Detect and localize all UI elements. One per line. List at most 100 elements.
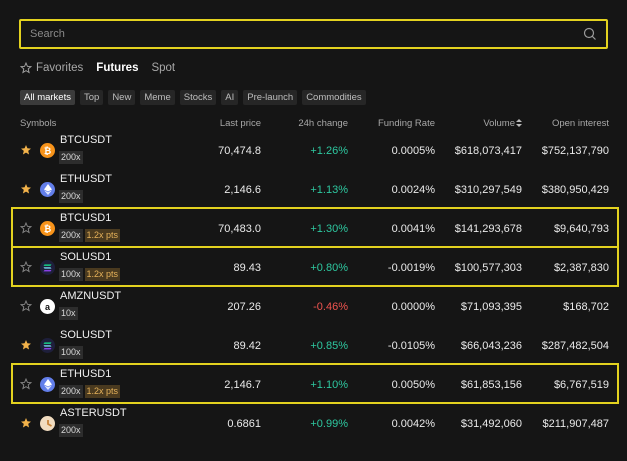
leverage-badge: 200x [59, 229, 83, 242]
funding-rate: 0.0042% [391, 418, 435, 430]
symbol-name[interactable]: SOLUSD1 [60, 251, 112, 263]
favorite-star-icon[interactable] [20, 261, 32, 273]
filter-new[interactable]: New [108, 90, 136, 105]
bitcoin-icon: ₿ [40, 221, 55, 236]
symbol-badges: 10x [59, 307, 78, 320]
symbol-badges: 200x [59, 151, 83, 164]
leverage-badge: 200x [59, 424, 83, 437]
symbol-name[interactable]: BTCUSD1 [60, 212, 112, 224]
filter-stocks[interactable]: Stocks [179, 90, 217, 105]
favorite-star-icon[interactable] [20, 300, 32, 312]
points-badge: 1.2x pts [84, 229, 121, 242]
search-bar[interactable] [19, 19, 608, 49]
search-icon[interactable] [583, 27, 597, 41]
table-row[interactable]: ₿ BTCUSDT 200x 70,474.8 +1.26% 0.0005% $618,07… [0, 131, 627, 170]
symbol-name[interactable]: ETHUSDT [60, 173, 112, 185]
favorite-star-icon[interactable] [20, 144, 32, 156]
search-input[interactable] [30, 28, 583, 40]
sort-icon[interactable] [516, 119, 522, 127]
column-symbols[interactable]: Symbols [20, 118, 57, 129]
tab-spot[interactable]: Spot [151, 62, 175, 74]
funding-rate: 0.0041% [391, 223, 435, 235]
funding-rate: 0.0050% [391, 379, 435, 391]
table-row[interactable]: ₿ BTCUSD1 200x 1.2x pts 70,483.0 +1.30% 0.0041… [0, 209, 627, 248]
leverage-badge: 200x [59, 190, 83, 203]
column-last-price[interactable]: Last price [219, 118, 261, 129]
volume: $31,492,060 [460, 418, 522, 430]
tab-futures[interactable]: Futures [96, 62, 138, 74]
leverage-badge: 200x [59, 151, 83, 164]
tab-favorites[interactable]: Favorites [20, 62, 83, 74]
column-volume[interactable]: Volume [483, 118, 522, 129]
symbol-name[interactable]: ETHUSD1 [60, 368, 112, 380]
open-interest: $380,950,429 [541, 184, 609, 196]
last-price: 2,146.6 [224, 184, 261, 196]
funding-rate: 0.0005% [391, 145, 435, 157]
change-24h: +1.10% [310, 379, 348, 391]
market-tabs: Favorites Futures Spot [20, 62, 175, 74]
symbol-name[interactable]: ASTERUSDT [60, 407, 127, 419]
symbol-name[interactable]: BTCUSDT [60, 134, 112, 146]
favorite-star-icon[interactable] [20, 183, 32, 195]
volume: $141,293,678 [454, 223, 522, 235]
table-row[interactable]: a AMZNUSDT 10x 207.26 -0.46% 0.0000% $71,093,3… [0, 287, 627, 326]
favorite-star-icon[interactable] [20, 339, 32, 351]
last-price: 207.26 [227, 301, 261, 313]
funding-rate: -0.0105% [387, 340, 435, 352]
filter-top[interactable]: Top [79, 90, 104, 105]
symbol-name[interactable]: AMZNUSDT [60, 290, 122, 302]
table-row[interactable]: ETHUSDT 200x 2,146.6 +1.13% 0.0024% $310,297,… [0, 170, 627, 209]
open-interest: $752,137,790 [541, 145, 609, 157]
favorite-star-icon[interactable] [20, 378, 32, 390]
leverage-badge: 200x [59, 385, 83, 398]
funding-rate: 0.0024% [391, 184, 435, 196]
column-funding-rate[interactable]: Funding Rate [377, 118, 435, 129]
symbol-badges: 200x 1.2x pts [59, 229, 121, 242]
last-price: 2,146.7 [224, 379, 261, 391]
favorite-star-icon[interactable] [20, 417, 32, 429]
points-badge: 1.2x pts [84, 385, 121, 398]
star-outline-icon [20, 62, 32, 74]
filter-pre-launch[interactable]: Pre-launch [243, 90, 298, 105]
last-price: 0.6861 [227, 418, 261, 430]
filter-meme[interactable]: Meme [140, 90, 175, 105]
market-filters: All markets Top New Meme Stocks AI Pre-l… [20, 90, 366, 105]
open-interest: $168,702 [563, 301, 609, 313]
open-interest: $2,387,830 [553, 262, 609, 274]
open-interest: $6,767,519 [553, 379, 609, 391]
symbol-badges: 200x [59, 424, 83, 437]
table-row[interactable]: ASTERUSDT 200x 0.6861 +0.99% 0.0042% $31,492,… [0, 404, 627, 443]
column-volume-label: Volume [483, 118, 515, 129]
tab-futures-label: Futures [96, 62, 139, 74]
filter-all-markets[interactable]: All markets [20, 90, 75, 105]
volume: $61,853,156 [460, 379, 522, 391]
ethereum-icon [40, 377, 55, 392]
symbol-badges: 100x 1.2x pts [59, 268, 121, 281]
symbol-badges: 100x [59, 346, 83, 359]
aster-icon [40, 416, 55, 431]
table-row[interactable]: SOLUSD1 100x 1.2x pts 89.43 +0.80% -0.0019% $1… [0, 248, 627, 287]
volume: $310,297,549 [454, 184, 522, 196]
change-24h: -0.46% [313, 301, 348, 313]
open-interest: $287,482,504 [541, 340, 609, 352]
table-row[interactable]: ETHUSD1 200x 1.2x pts 2,146.7 +1.10% 0.0050% $… [0, 365, 627, 404]
points-badge: 1.2x pts [84, 268, 121, 281]
change-24h: +0.85% [310, 340, 348, 352]
solana-icon [40, 260, 55, 275]
symbol-name[interactable]: SOLUSDT [60, 329, 112, 341]
filter-ai[interactable]: AI [221, 90, 239, 105]
last-price: 70,474.8 [218, 145, 261, 157]
column-open-interest[interactable]: Open interest [551, 118, 609, 129]
column-24h-change[interactable]: 24h change [298, 118, 348, 129]
symbol-badges: 200x [59, 190, 83, 203]
funding-rate: 0.0000% [391, 301, 435, 313]
filter-commodities[interactable]: Commodities [302, 90, 366, 105]
favorite-star-icon[interactable] [20, 222, 32, 234]
funding-rate: -0.0019% [387, 262, 435, 274]
leverage-badge: 10x [59, 307, 78, 320]
change-24h: +0.80% [310, 262, 348, 274]
last-price: 89.42 [233, 340, 261, 352]
tab-favorites-label: Favorites [36, 62, 84, 74]
table-row[interactable]: SOLUSDT 100x 89.42 +0.85% -0.0105% $66,043,23… [0, 326, 627, 365]
change-24h: +1.26% [310, 145, 348, 157]
